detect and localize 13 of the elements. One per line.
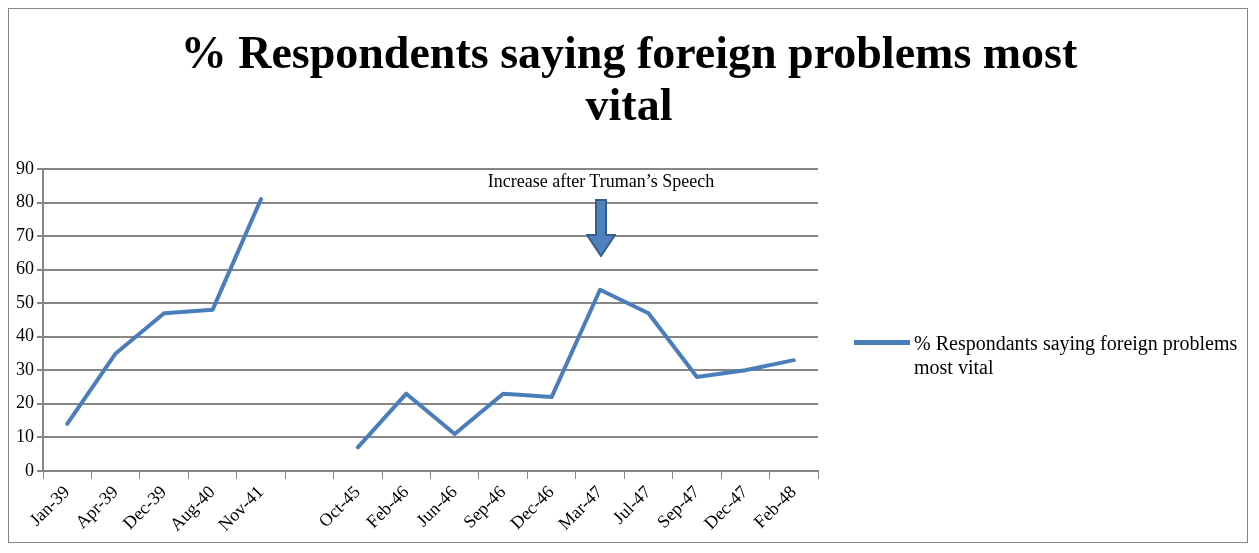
y-tick-label: 90 [16, 157, 34, 178]
y-tick-label: 50 [16, 291, 34, 312]
y-tick-label: 70 [16, 224, 34, 245]
y-tick-label: 10 [16, 426, 34, 447]
y-tick-label: 40 [16, 325, 34, 346]
legend-label: % Respondants saying foreign problems most vital [914, 331, 1239, 379]
y-tick-label: 80 [16, 191, 34, 212]
y-tick-label: 30 [16, 358, 34, 379]
chart-title: % Respondents saying foreign problems most vital [179, 27, 1079, 131]
y-tick-label: 60 [16, 258, 34, 279]
y-tick-label: 0 [25, 459, 34, 480]
y-tick-label: 20 [16, 392, 34, 413]
annotation: Increase after Truman’s Speech [487, 170, 715, 191]
